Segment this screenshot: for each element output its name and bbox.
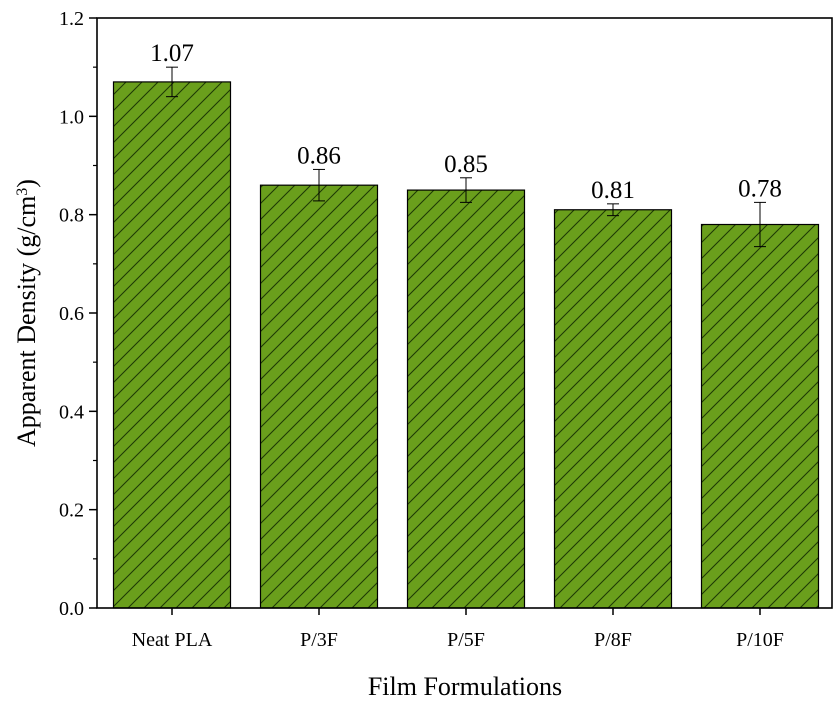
x-axis-ticks [171, 608, 761, 615]
y-tick-label: 1.0 [59, 106, 84, 128]
x-tick-label: P/10F [736, 629, 784, 651]
bar-hatch [406, 189, 526, 609]
y-tick-label: 0.2 [59, 500, 84, 522]
y-axis-ticks [89, 17, 97, 609]
value-label: 0.86 [297, 142, 341, 169]
x-tick-label: P/3F [300, 629, 338, 651]
y-axis-tick-labels: 0.0 0.2 0.4 0.6 0.8 1.0 1.2 [59, 8, 84, 620]
y-tick-label: 0.8 [59, 205, 84, 227]
x-axis-title: Film Formulations [368, 672, 562, 701]
bar [700, 223, 820, 609]
value-labels-group: 1.07 0.86 0.85 0.81 0.78 [150, 40, 782, 204]
y-tick-label: 0.4 [59, 401, 84, 423]
bar-hatch [553, 209, 673, 609]
y-tick-label: 0.0 [59, 598, 84, 620]
x-tick-label: Neat PLA [132, 629, 213, 651]
value-label: 0.78 [738, 175, 782, 202]
bar-hatch [700, 223, 820, 609]
bar [259, 184, 379, 609]
error-bar [754, 201, 766, 248]
y-axis-title: Apparent Density (g/cm3) [12, 179, 41, 447]
error-bar [607, 203, 619, 217]
bar-hatch [112, 81, 232, 609]
error-bar [460, 177, 472, 203]
y-tick-label: 0.6 [59, 303, 84, 325]
bar [112, 81, 232, 609]
y-axis-title-superscript: 3 [14, 188, 31, 196]
y-axis-title-suffix: ) [12, 179, 41, 188]
bars-group [112, 81, 820, 609]
x-axis-tick-labels: Neat PLA P/3F P/5F P/8F P/10F [132, 629, 784, 651]
y-axis-title-main: Apparent Density (g/cm [12, 196, 41, 447]
error-bar [166, 66, 178, 98]
error-bar [313, 168, 325, 202]
x-tick-label: P/5F [447, 629, 485, 651]
y-tick-label: 1.2 [59, 8, 84, 30]
x-tick-label: P/8F [594, 629, 632, 651]
bar [406, 189, 526, 609]
bar [553, 209, 673, 609]
error-bars-group [166, 66, 766, 248]
value-label: 0.85 [444, 151, 488, 178]
value-label: 0.81 [591, 177, 635, 204]
bar-hatch [259, 184, 379, 609]
value-label: 1.07 [150, 40, 194, 67]
